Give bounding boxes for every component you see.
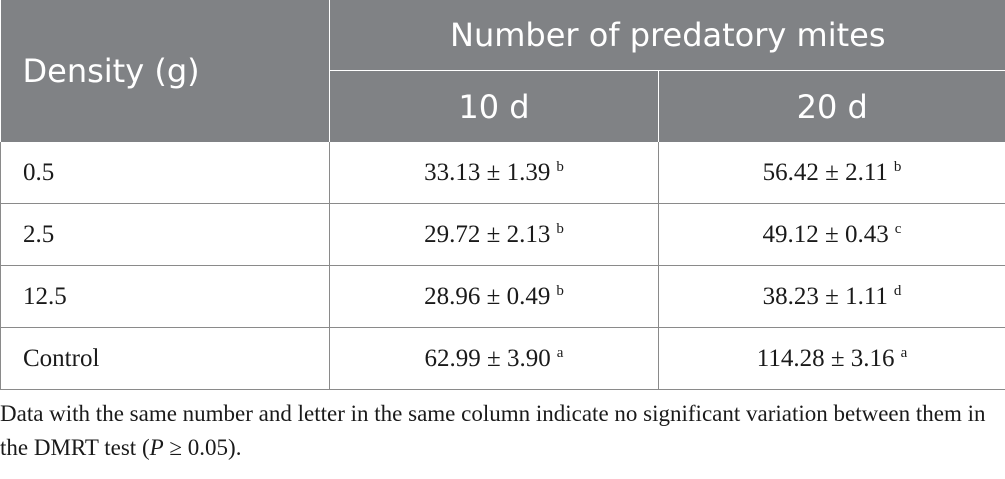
value-text: 28.96 ± 0.49	[424, 282, 551, 310]
significance-letter: b	[556, 158, 564, 175]
table-row: Control 62.99 ± 3.90 a 114.28 ± 3.16 a	[0, 327, 1005, 390]
value-text: 29.72 ± 2.13	[424, 220, 551, 248]
density-cell: Control	[0, 327, 330, 390]
significance-letter: b	[556, 282, 564, 299]
value-text: 62.99 ± 3.90	[424, 344, 551, 372]
table-footnote: Data with the same number and letter in …	[0, 397, 1005, 465]
header-20d: 20 d	[658, 70, 1005, 142]
predatory-mites-table: Density (g) Number of predatory mites 10…	[0, 0, 1005, 390]
value-text: 49.12 ± 0.43	[762, 220, 889, 248]
p-symbol: P	[149, 435, 164, 460]
value-cell-20d: 56.42 ± 2.11 b	[658, 142, 1005, 204]
value-text: 38.23 ± 1.11	[762, 282, 888, 310]
table-body: 0.5 33.13 ± 1.39 b 56.42 ± 2.11 b 2.5 29.7…	[0, 142, 1005, 390]
table-row: 2.5 29.72 ± 2.13 b 49.12 ± 0.43 c	[0, 203, 1005, 266]
value-cell-10d: 62.99 ± 3.90 a	[329, 327, 659, 390]
significance-letter: a	[900, 344, 908, 361]
data-table-container: Density (g) Number of predatory mites 10…	[0, 0, 1005, 390]
footnote-text: Data with the same number and letter in …	[0, 401, 986, 460]
density-cell: 2.5	[0, 203, 330, 266]
footnote-text-end: ≥ 0.05).	[163, 435, 242, 460]
value-cell-20d: 114.28 ± 3.16 a	[658, 327, 1005, 390]
density-header: Density (g)	[0, 0, 330, 142]
significance-letter: c	[894, 220, 902, 237]
value-text: 56.42 ± 2.11	[762, 158, 888, 186]
significance-letter: d	[893, 282, 902, 299]
value-cell-10d: 29.72 ± 2.13 b	[329, 203, 659, 266]
significance-letter: b	[893, 158, 902, 175]
value-cell-20d: 49.12 ± 0.43 c	[658, 203, 1005, 266]
value-text: 33.13 ± 1.39	[424, 158, 551, 186]
table-header: Density (g) Number of predatory mites 10…	[0, 0, 1005, 142]
value-text: 114.28 ± 3.16	[756, 344, 895, 372]
value-cell-10d: 33.13 ± 1.39 b	[329, 142, 659, 204]
predatory-mites-group-header: Number of predatory mites	[329, 0, 1005, 71]
density-cell: 0.5	[0, 142, 330, 204]
significance-letter: b	[556, 220, 564, 237]
value-cell-10d: 28.96 ± 0.49 b	[329, 265, 659, 328]
density-cell: 12.5	[0, 265, 330, 328]
table-row: 12.5 28.96 ± 0.49 b 38.23 ± 1.11 d	[0, 265, 1005, 328]
header-10d: 10 d	[329, 70, 659, 142]
table-row: 0.5 33.13 ± 1.39 b 56.42 ± 2.11 b	[0, 142, 1005, 204]
significance-letter: a	[556, 344, 564, 361]
value-cell-20d: 38.23 ± 1.11 d	[658, 265, 1005, 328]
